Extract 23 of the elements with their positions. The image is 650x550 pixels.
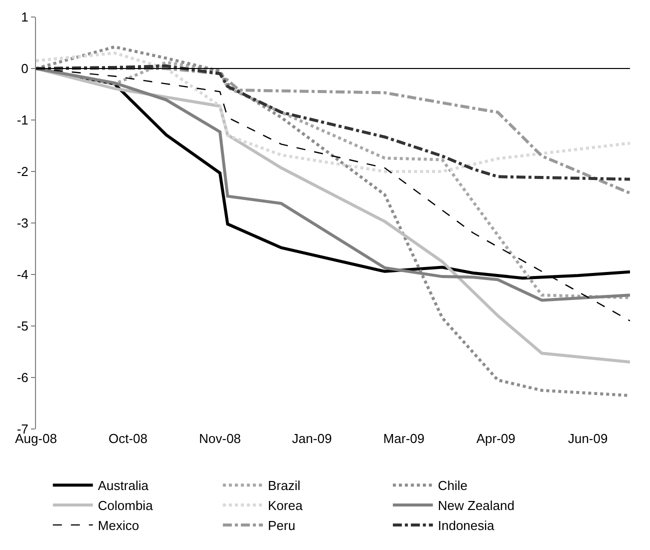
x-tick-label: Apr-09 [476, 431, 516, 446]
y-tick-label: -4 [16, 267, 28, 282]
legend-label: Korea [268, 498, 304, 514]
x-tick-label: Jan-09 [292, 431, 332, 446]
legend-label: New Zealand [438, 498, 514, 514]
legend-label: Colombia [98, 498, 154, 514]
x-tick-label: Jun-09 [568, 431, 608, 446]
legend-label: Peru [268, 518, 296, 534]
y-tick-label: 1 [21, 10, 28, 25]
legend-label: Mexico [98, 518, 140, 534]
y-tick-label: -2 [16, 164, 28, 180]
legend-label: Brazil [268, 478, 300, 494]
x-tick-label: Nov-08 [198, 431, 241, 446]
legend-label: Indonesia [438, 518, 496, 534]
y-tick-label: 0 [21, 61, 28, 76]
x-tick-label: Oct-08 [108, 431, 148, 446]
x-tick-label: Mar-09 [383, 431, 424, 446]
y-tick-label: -5 [16, 318, 28, 334]
legend-label: Australia [98, 478, 150, 494]
y-tick-label: -3 [16, 216, 28, 231]
y-tick-label: -1 [16, 112, 28, 128]
y-tick-label: -6 [16, 370, 28, 386]
legend-label: Chile [438, 478, 468, 494]
